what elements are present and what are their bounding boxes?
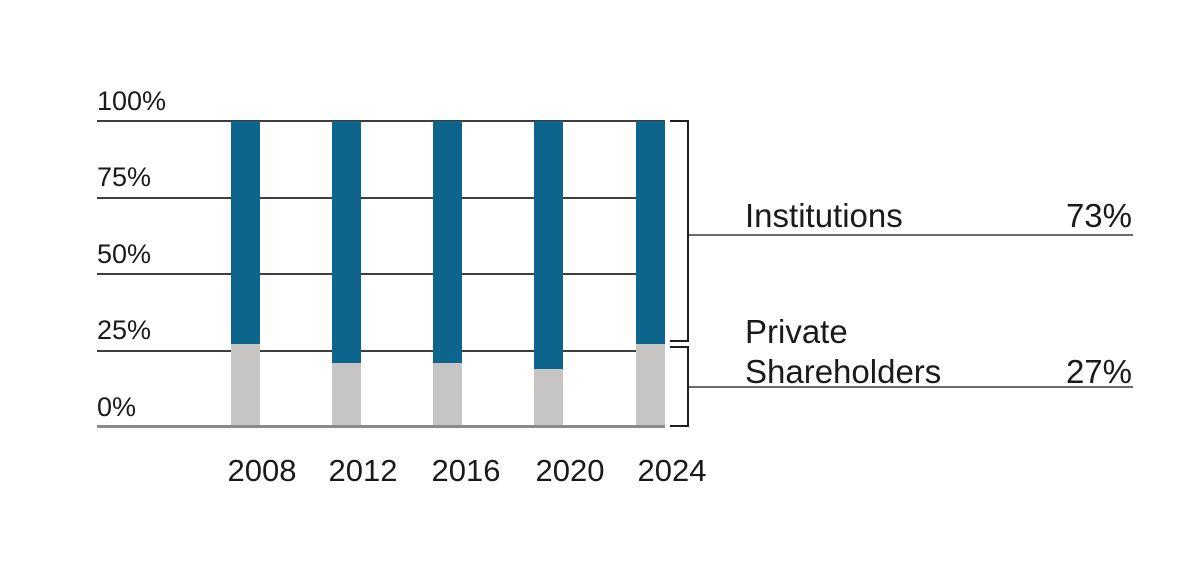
axis-baseline	[97, 425, 665, 428]
bar-2020-institutions	[534, 121, 563, 369]
private-shareholders-legend: Private Shareholders 27%	[745, 312, 1132, 392]
y-axis-label-50: 50%	[97, 239, 152, 269]
bar-2020-private-shareholders	[534, 369, 563, 427]
bar-2008-private-shareholders	[231, 344, 260, 427]
bar-2012-institutions	[332, 121, 361, 363]
institutions-legend: Institutions 73%	[745, 196, 1132, 236]
private-shareholders-label-line1: Private	[745, 313, 848, 350]
bar-2024-private-shareholders	[636, 344, 665, 427]
gridline-50	[97, 273, 665, 275]
institutions-bracket	[670, 120, 689, 342]
private-shareholders-value: 27%	[1065, 353, 1132, 390]
y-axis-label-25: 25%	[97, 315, 152, 345]
private-shareholders-bracket	[670, 346, 689, 427]
x-axis-label-2016: 2016	[431, 453, 501, 488]
bar-2008-institutions	[231, 121, 260, 344]
x-axis-label-2012: 2012	[328, 453, 398, 488]
bar-2016-institutions	[433, 121, 462, 363]
bar-2016-private-shareholders	[433, 363, 462, 427]
y-axis-label-100: 100%	[97, 86, 167, 116]
private-shareholders-underline	[689, 386, 1133, 388]
gridline-75	[97, 197, 665, 199]
y-axis-label-75: 75%	[97, 162, 152, 192]
x-axis-label-2024: 2024	[637, 453, 707, 488]
y-axis-label-0: 0%	[97, 392, 137, 422]
institutions-underline	[689, 234, 1133, 236]
bar-2012-private-shareholders	[332, 363, 361, 427]
gridline-25	[97, 350, 665, 352]
institutions-value: 73%	[1065, 197, 1132, 234]
institutions-label: Institutions	[745, 197, 903, 234]
x-axis-label-2020: 2020	[535, 453, 605, 488]
bar-2024-institutions	[636, 121, 665, 344]
gridline-100	[97, 120, 665, 122]
x-axis-label-2008: 2008	[227, 453, 297, 488]
private-shareholders-label-line2: Shareholders	[745, 353, 942, 390]
